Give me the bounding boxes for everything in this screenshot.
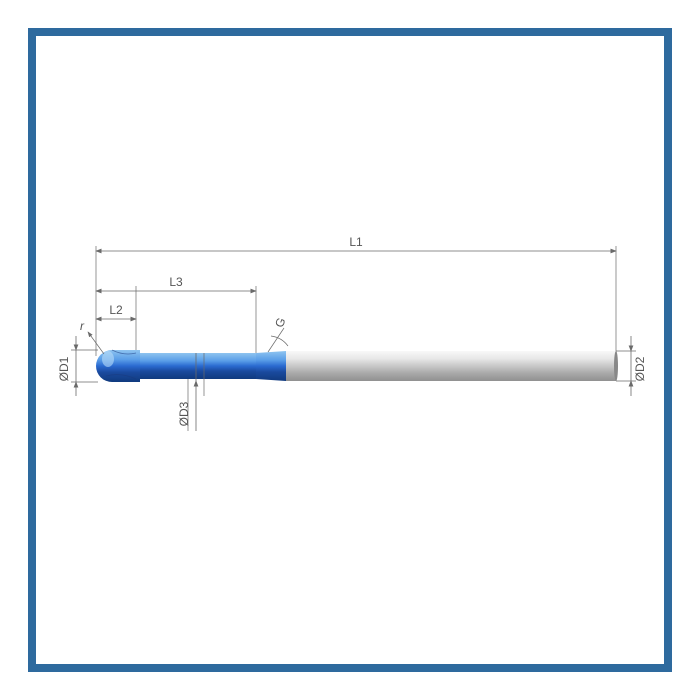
label-L3: L3 xyxy=(169,275,183,289)
dim-G: G xyxy=(268,316,289,352)
label-L2: L2 xyxy=(109,303,123,317)
outer-frame: L1 L3 L2 r G xyxy=(0,0,700,700)
shank-end xyxy=(614,351,618,381)
dim-L2: L2 xyxy=(96,303,136,319)
dim-D2: ØD2 xyxy=(631,336,647,396)
technical-diagram: L1 L3 L2 r G xyxy=(36,36,664,664)
label-G: G xyxy=(272,316,288,330)
label-D2: ØD2 xyxy=(633,356,647,381)
extension-lines xyxy=(71,246,636,431)
shank xyxy=(286,351,616,381)
dim-r: r xyxy=(80,319,104,354)
dim-D1: ØD1 xyxy=(57,336,76,396)
dim-L1: L1 xyxy=(96,235,616,251)
inner-frame: L1 L3 L2 r G xyxy=(28,28,672,672)
label-L1: L1 xyxy=(349,235,363,249)
label-D1: ØD1 xyxy=(57,356,71,381)
taper xyxy=(256,351,286,381)
label-r: r xyxy=(80,319,85,333)
label-D3: ØD3 xyxy=(177,401,191,426)
dim-L3: L3 xyxy=(96,275,256,291)
